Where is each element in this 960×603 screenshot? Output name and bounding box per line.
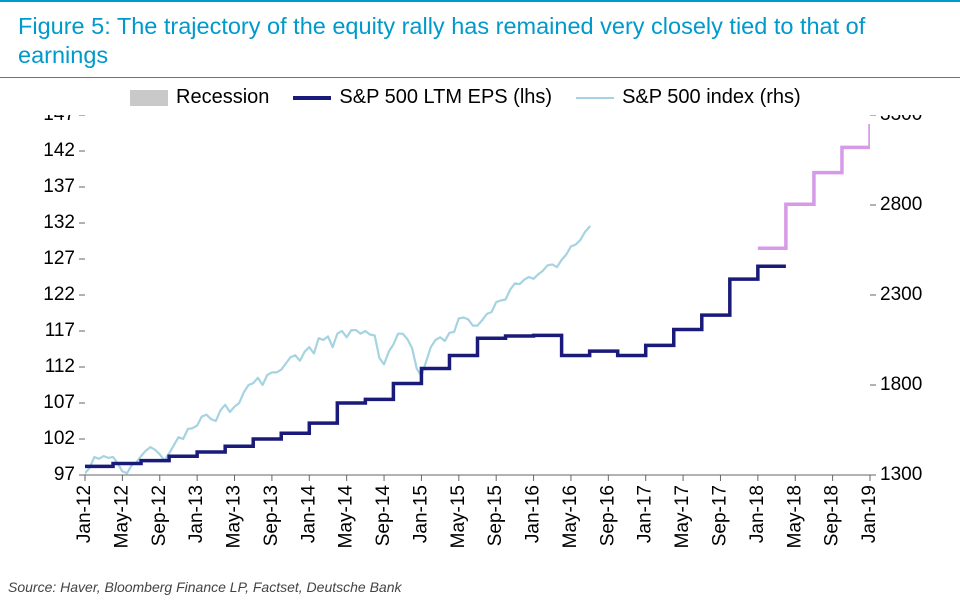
y-left-tick-label: 127: [43, 248, 75, 269]
y-right-tick-label: 2300: [880, 284, 922, 305]
x-tick-label: Jan-15: [410, 485, 431, 543]
legend-item-0: Recession: [130, 86, 269, 109]
x-tick-label: Jan-16: [523, 485, 544, 543]
y-left-tick-label: 137: [43, 176, 75, 197]
legend-label: S&P 500 index (rhs): [622, 86, 801, 109]
legend-label: S&P 500 LTM EPS (lhs): [339, 86, 552, 109]
legend-label: Recession: [176, 86, 269, 109]
x-tick-label: Jan-17: [635, 485, 656, 543]
x-tick-label: Jan-13: [186, 485, 207, 543]
x-tick-label: Jan-19: [859, 485, 880, 543]
x-tick-label: Sep-15: [485, 485, 506, 546]
legend-swatch-line: [576, 97, 614, 99]
chart-svg: 97 102 107 112 117 122 127 132 137 142 147 1300 1800…: [30, 115, 930, 570]
figure-title: Figure 5: The trajectory of the equity r…: [18, 12, 942, 71]
x-tick-label: Sep-16: [597, 485, 618, 546]
figure-5: Figure 5: The trajectory of the equity r…: [0, 0, 960, 603]
x-tick-label: May-18: [784, 485, 805, 548]
legend: Recession S&P 500 LTM EPS (lhs) S&P 500 in…: [130, 86, 801, 109]
x-tick-label: Jan-12: [74, 485, 95, 543]
x-tick-label: May-16: [560, 485, 581, 548]
x-tick-label: May-14: [336, 485, 357, 549]
y-left-tick-label: 132: [43, 212, 75, 233]
x-tick-label: Jan-14: [298, 485, 319, 544]
x-tick-label: May-13: [224, 485, 245, 548]
y-left-tick-label: 122: [43, 284, 75, 305]
plot-area: 97 102 107 112 117 122 127 132 137 142 147 1300 1800…: [30, 115, 930, 570]
x-tick-label: Sep-13: [261, 485, 282, 546]
series-spx-index: [85, 227, 590, 474]
x-tick-label: Sep-14: [373, 485, 394, 547]
y-left-tick-label: 112: [45, 356, 75, 377]
legend-item-1: S&P 500 LTM EPS (lhs): [293, 86, 552, 109]
x-tick-label: Sep-12: [149, 485, 170, 546]
title-region: Figure 5: The trajectory of the equity r…: [0, 0, 960, 78]
x-tick-label: May-12: [111, 485, 132, 548]
y-left-tick-label: 147: [43, 115, 75, 125]
y-right-tick-label: 1800: [880, 374, 922, 395]
y-left-tick-label: 142: [43, 140, 75, 161]
y-left-tick-label: 97: [54, 464, 75, 485]
y-left-tick-label: 117: [45, 320, 75, 341]
x-tick-label: Sep-18: [822, 485, 843, 546]
y-right-tick-label: 3300: [880, 115, 922, 125]
series-eps-forecast: [758, 126, 879, 248]
x-tick-label: May-15: [448, 485, 469, 548]
source-caption: Source: Haver, Bloomberg Finance LP, Fac…: [8, 579, 402, 595]
y-left-tick-label: 107: [43, 392, 75, 413]
legend-swatch-line: [293, 96, 331, 100]
x-tick-label: Sep-17: [709, 485, 730, 546]
series-eps: [85, 266, 786, 466]
legend-swatch-box: [130, 90, 168, 106]
y-left-tick-label: 102: [43, 428, 75, 449]
legend-item-2: S&P 500 index (rhs): [576, 86, 801, 109]
x-tick-label: May-17: [672, 485, 693, 548]
x-tick-label: Jan-18: [747, 485, 768, 543]
y-right-tick-label: 2800: [880, 194, 922, 215]
y-right-tick-label: 1300: [880, 464, 922, 485]
